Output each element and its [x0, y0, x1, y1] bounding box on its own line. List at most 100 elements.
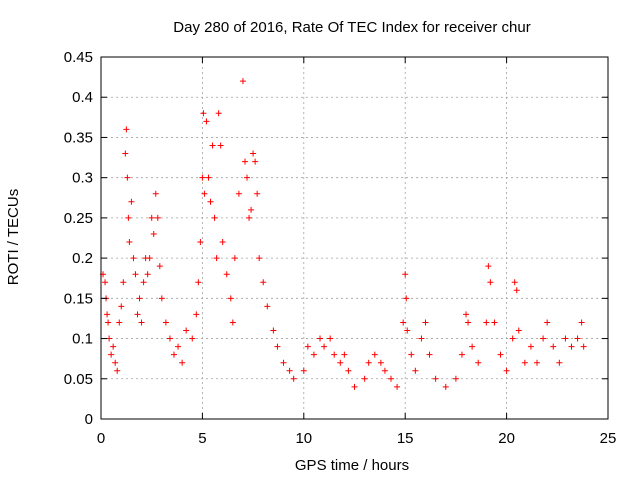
- data-point: [124, 174, 131, 181]
- y-tick-label: 0.3: [72, 170, 93, 187]
- data-point: [211, 214, 218, 221]
- data-point: [217, 142, 224, 149]
- x-tick-label: 15: [397, 430, 414, 447]
- data-point: [403, 295, 410, 302]
- data-point: [509, 335, 516, 342]
- data-point: [465, 319, 472, 326]
- data-point: [491, 319, 498, 326]
- data-point: [171, 351, 178, 358]
- data-point: [250, 150, 257, 157]
- data-point: [130, 255, 137, 262]
- data-point: [286, 367, 293, 374]
- data-point: [229, 319, 236, 326]
- data-point: [331, 351, 338, 358]
- data-point: [463, 311, 470, 318]
- data-point: [452, 375, 459, 382]
- data-point: [136, 295, 143, 302]
- data-point: [154, 214, 161, 221]
- plot-frame: [100, 56, 609, 420]
- data-point: [432, 375, 439, 382]
- data-point: [341, 351, 348, 358]
- x-tick-label: 10: [295, 430, 312, 447]
- y-tick-label: 0: [85, 411, 93, 428]
- data-point: [527, 343, 534, 350]
- data-point: [148, 214, 155, 221]
- data-point: [183, 327, 190, 334]
- data-point: [231, 255, 238, 262]
- data-point: [345, 367, 352, 374]
- data-point: [388, 375, 395, 382]
- data-point: [156, 263, 163, 270]
- y-axis-tick-labels: 0 0.05 0.1 0.15 0.2 0.25 0.3 0.35 0.4 0.45: [64, 49, 93, 428]
- data-point: [321, 343, 328, 350]
- data-point: [134, 311, 141, 318]
- data-point: [483, 319, 490, 326]
- data-point: [144, 271, 151, 278]
- data-point: [118, 303, 125, 310]
- y-tick-label: 0.15: [64, 290, 93, 307]
- y-tick-label: 0.2: [72, 250, 93, 267]
- data-point: [146, 255, 153, 262]
- data-point: [402, 271, 409, 278]
- data-point: [521, 359, 528, 366]
- data-point: [515, 327, 522, 334]
- y-tick-label: 0.45: [64, 49, 93, 66]
- data-point: [241, 158, 248, 165]
- data-point: [108, 351, 115, 358]
- data-point: [116, 319, 123, 326]
- data-point: [248, 206, 255, 213]
- data-point: [408, 351, 415, 358]
- data-point: [110, 343, 117, 350]
- data-point: [578, 319, 585, 326]
- data-point: [227, 295, 234, 302]
- data-point: [458, 351, 465, 358]
- data-point: [120, 279, 127, 286]
- x-axis-label: GPS time / hours: [295, 457, 409, 474]
- data-point: [126, 239, 133, 246]
- data-point: [203, 118, 210, 125]
- data-point: [223, 271, 230, 278]
- data-point: [497, 351, 504, 358]
- data-point: [162, 319, 169, 326]
- data-point: [418, 335, 425, 342]
- data-point: [252, 158, 259, 165]
- data-point: [290, 375, 297, 382]
- data-markers: [100, 78, 587, 390]
- data-point: [580, 343, 587, 350]
- data-point: [244, 174, 251, 181]
- data-point: [270, 327, 277, 334]
- data-point: [574, 335, 581, 342]
- data-point: [122, 150, 129, 157]
- data-point: [256, 255, 263, 262]
- data-point: [199, 174, 206, 181]
- data-point: [487, 279, 494, 286]
- data-point: [469, 343, 476, 350]
- data-point: [513, 287, 520, 294]
- data-point: [317, 335, 324, 342]
- data-point: [264, 303, 271, 310]
- data-point: [371, 351, 378, 358]
- data-point: [426, 351, 433, 358]
- data-point: [568, 343, 575, 350]
- data-point: [544, 319, 551, 326]
- y-tick-label: 0.1: [72, 331, 93, 348]
- data-point: [193, 311, 200, 318]
- y-tick-label: 0.25: [64, 210, 93, 227]
- data-point: [412, 367, 419, 374]
- y-tick-label: 0.05: [64, 371, 93, 388]
- data-point: [158, 295, 165, 302]
- data-point: [209, 142, 216, 149]
- data-point: [540, 335, 547, 342]
- data-point: [189, 335, 196, 342]
- data-point: [150, 230, 157, 237]
- data-point: [562, 335, 569, 342]
- data-point: [310, 351, 317, 358]
- data-point: [300, 367, 307, 374]
- data-point: [125, 214, 132, 221]
- data-point: [213, 255, 220, 262]
- data-point: [280, 359, 287, 366]
- grid-layer: [101, 57, 608, 419]
- data-point: [102, 279, 109, 286]
- data-point: [442, 383, 449, 390]
- x-tick-label: 0: [97, 430, 105, 447]
